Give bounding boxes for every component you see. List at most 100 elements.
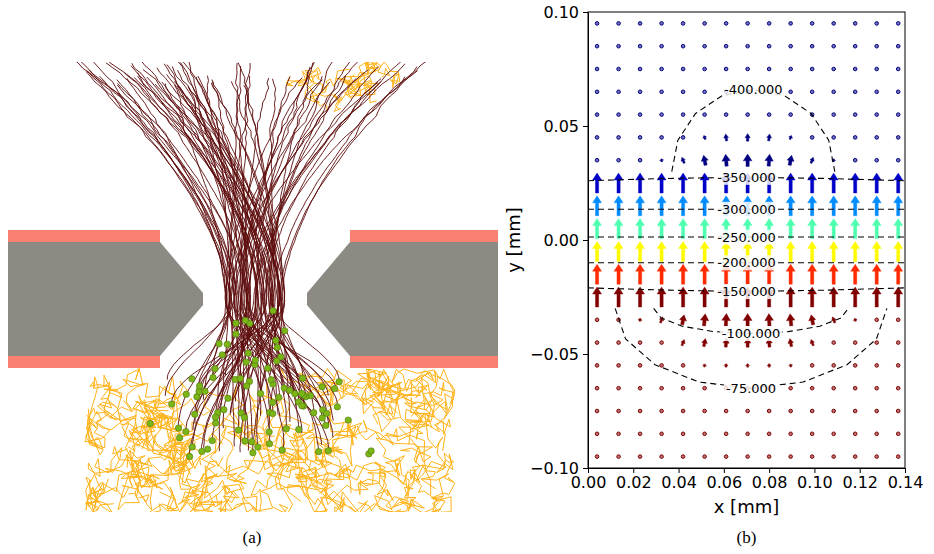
start-point bbox=[315, 448, 321, 454]
field-arrow bbox=[896, 44, 900, 48]
field-arrow bbox=[808, 264, 817, 284]
contour-label-background bbox=[720, 326, 782, 341]
contour-labels: -400.000-350.000-300.000-250.000-200.000… bbox=[715, 82, 784, 396]
start-point bbox=[319, 384, 325, 390]
field-arrow bbox=[786, 287, 795, 307]
field-arrow bbox=[681, 364, 685, 368]
field-arrow bbox=[722, 154, 730, 166]
field-arrow bbox=[896, 432, 900, 436]
field-arrow bbox=[657, 219, 666, 239]
ion-trajectory bbox=[270, 79, 287, 429]
ion-trajectory bbox=[106, 63, 271, 413]
field-arrow bbox=[789, 22, 793, 26]
neutral-trajectory bbox=[422, 397, 455, 498]
field-arrow bbox=[703, 44, 707, 48]
ion-trajectory bbox=[282, 77, 405, 422]
contour-label-background bbox=[715, 170, 777, 185]
figure: (a)-400.000-350.000-300.000-250.000-200.… bbox=[0, 0, 934, 554]
plot-background bbox=[588, 12, 905, 468]
start-point bbox=[249, 439, 255, 445]
contour-label: -75.000 bbox=[726, 381, 776, 396]
field-arrow bbox=[700, 241, 709, 261]
field-arrow bbox=[593, 241, 602, 261]
field-arrow bbox=[724, 364, 728, 368]
field-arrow bbox=[614, 264, 623, 284]
start-point bbox=[176, 435, 182, 441]
field-arrow bbox=[638, 22, 642, 26]
field-arrow bbox=[789, 90, 793, 94]
field-arrow bbox=[660, 44, 664, 48]
x-tick-label: 0.04 bbox=[661, 473, 697, 492]
field-arrow bbox=[660, 341, 664, 345]
panel-label: (b) bbox=[737, 528, 757, 547]
x-tick-mark bbox=[679, 468, 680, 473]
field-arrow bbox=[765, 154, 773, 166]
neutral-trajectory bbox=[86, 448, 140, 510]
field-arrow bbox=[872, 241, 881, 261]
x-tick-label: 0.08 bbox=[752, 473, 788, 492]
start-point bbox=[235, 427, 241, 433]
contour-label: -400.000 bbox=[724, 82, 782, 97]
start-point bbox=[283, 426, 289, 432]
field-arrow bbox=[660, 364, 664, 368]
start-point bbox=[334, 404, 340, 410]
field-arrow bbox=[789, 135, 793, 139]
x-tick-mark bbox=[724, 468, 725, 473]
field-arrow bbox=[681, 67, 685, 71]
contour-label: -250.000 bbox=[717, 230, 775, 245]
start-point bbox=[241, 414, 247, 420]
field-arrow bbox=[660, 113, 664, 117]
field-arrow bbox=[851, 241, 860, 261]
y-axis-line bbox=[588, 13, 589, 469]
field-arrow bbox=[595, 364, 599, 368]
field-arrow bbox=[657, 173, 666, 193]
start-point bbox=[189, 376, 195, 382]
field-arrow bbox=[789, 67, 793, 71]
field-arrow bbox=[875, 386, 879, 390]
field-arrow bbox=[789, 364, 793, 367]
start-point bbox=[199, 448, 205, 454]
start-point bbox=[221, 406, 227, 412]
y-tick-label: 0.00 bbox=[543, 231, 579, 250]
field-arrow bbox=[786, 196, 795, 216]
field-arrow bbox=[853, 455, 857, 459]
field-arrow bbox=[829, 219, 838, 239]
field-arrow bbox=[896, 318, 900, 322]
start-point bbox=[212, 420, 218, 426]
field-arrow bbox=[767, 44, 771, 48]
field-arrow bbox=[896, 455, 900, 459]
field-arrow bbox=[810, 340, 814, 346]
field-arrow bbox=[636, 241, 645, 261]
field-arrow bbox=[617, 364, 621, 368]
field-arrow bbox=[767, 364, 771, 368]
field-arrow bbox=[810, 364, 814, 368]
field-arrow bbox=[875, 364, 879, 368]
field-arrow bbox=[703, 22, 707, 26]
field-arrow bbox=[872, 196, 881, 216]
neutral-trajectory bbox=[121, 454, 201, 510]
field-arrow bbox=[679, 219, 688, 239]
field-arrow bbox=[681, 409, 685, 413]
field-arrow bbox=[617, 341, 621, 345]
field-arrow bbox=[853, 67, 857, 71]
field-arrow bbox=[724, 455, 728, 459]
field-arrow bbox=[703, 113, 707, 117]
field-arrow bbox=[875, 136, 879, 140]
field-arrow bbox=[832, 432, 836, 436]
x-tick: 0.10 bbox=[797, 468, 833, 492]
field-arrow bbox=[595, 136, 599, 140]
field-arrow bbox=[638, 158, 642, 162]
y-tick-label: −0.05 bbox=[530, 345, 579, 364]
field-arrow bbox=[829, 264, 838, 284]
field-arrow bbox=[657, 196, 666, 216]
field-arrow bbox=[636, 196, 645, 216]
ion-trajectory bbox=[269, 62, 333, 406]
x-tick: 0.02 bbox=[616, 468, 652, 492]
field-arrow bbox=[595, 318, 599, 322]
start-point bbox=[323, 422, 329, 428]
start-point bbox=[266, 441, 272, 447]
start-point bbox=[189, 444, 195, 450]
field-arrow bbox=[832, 364, 836, 368]
field-arrow bbox=[894, 196, 903, 216]
field-arrow bbox=[786, 173, 795, 193]
